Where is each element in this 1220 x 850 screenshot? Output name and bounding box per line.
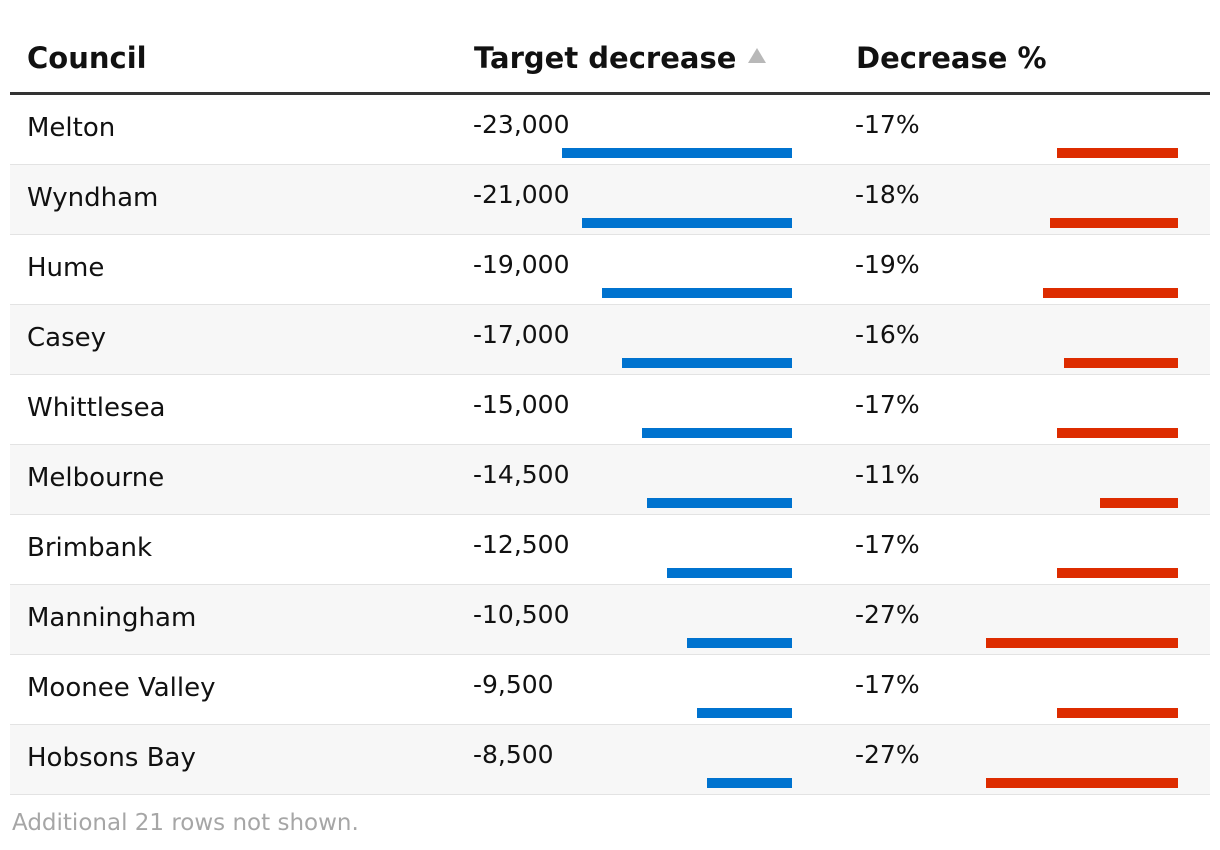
table-row: Melton -23,000 -17% (10, 95, 1210, 165)
council-name: Hume (27, 253, 105, 283)
target-decrease-bar (562, 148, 792, 158)
council-table: Council Target decrease Decrease % Melto… (10, 0, 1210, 795)
target-decrease-bar (642, 428, 792, 438)
table-row: Casey -17,000 -16% (10, 305, 1210, 375)
sort-ascending-icon[interactable] (748, 48, 767, 63)
target-decrease-value: -10,500 (473, 600, 570, 629)
council-name: Moonee Valley (27, 673, 216, 703)
table-body: Melton -23,000 -17% Wyndham -21,000 -18% Hume -… (10, 95, 1210, 795)
target-decrease-bar (647, 498, 792, 508)
council-name: Wyndham (27, 183, 159, 213)
council-name: Melbourne (27, 463, 165, 493)
decrease-percent-bar (1057, 568, 1178, 578)
target-decrease-value: -23,000 (473, 110, 570, 139)
table-row: Brimbank -12,500 -17% (10, 515, 1210, 585)
decrease-percent-value: -17% (855, 110, 920, 139)
decrease-percent-value: -16% (855, 320, 920, 349)
target-decrease-bar (602, 288, 792, 298)
table-header: Council Target decrease Decrease % (10, 0, 1210, 95)
target-decrease-value: -9,500 (473, 670, 554, 699)
target-decrease-bar (697, 708, 792, 718)
council-name: Manningham (27, 603, 197, 633)
target-decrease-value: -17,000 (473, 320, 570, 349)
table-row: Whittlesea -15,000 -17% (10, 375, 1210, 445)
target-decrease-bar (707, 778, 792, 788)
table-row: Moonee Valley -9,500 -17% (10, 655, 1210, 725)
table-row: Wyndham -21,000 -18% (10, 165, 1210, 235)
decrease-percent-value: -11% (855, 460, 920, 489)
column-header-target-decrease-label: Target decrease (474, 41, 737, 75)
column-header-decrease-percent[interactable]: Decrease % (856, 41, 1047, 75)
column-header-council-label: Council (27, 41, 147, 75)
target-decrease-value: -12,500 (473, 530, 570, 559)
decrease-percent-bar (986, 638, 1178, 648)
decrease-percent-bar (1057, 428, 1178, 438)
target-decrease-bar (667, 568, 792, 578)
council-name: Brimbank (27, 533, 153, 563)
decrease-percent-value: -17% (855, 670, 920, 699)
target-decrease-value: -21,000 (473, 180, 570, 209)
column-header-decrease-percent-label: Decrease % (856, 41, 1047, 75)
decrease-percent-bar (1100, 498, 1178, 508)
decrease-percent-value: -19% (855, 250, 920, 279)
target-decrease-value: -8,500 (473, 740, 554, 769)
council-name: Whittlesea (27, 393, 166, 423)
target-decrease-bar (622, 358, 792, 368)
council-name: Melton (27, 113, 116, 143)
council-name: Casey (27, 323, 107, 353)
decrease-percent-value: -27% (855, 740, 920, 769)
target-decrease-value: -15,000 (473, 390, 570, 419)
target-decrease-bar (582, 218, 792, 228)
table-row: Hobsons Bay -8,500 -27% (10, 725, 1210, 795)
decrease-percent-bar (1064, 358, 1178, 368)
table-row: Hume -19,000 -19% (10, 235, 1210, 305)
rows-not-shown-note: Additional 21 rows not shown. (12, 810, 359, 836)
decrease-percent-bar (1043, 288, 1178, 298)
decrease-percent-value: -27% (855, 600, 920, 629)
target-decrease-bar (687, 638, 792, 648)
table-row: Manningham -10,500 -27% (10, 585, 1210, 655)
decrease-percent-bar (1050, 218, 1178, 228)
decrease-percent-bar (1057, 148, 1178, 158)
target-decrease-value: -14,500 (473, 460, 570, 489)
decrease-percent-value: -18% (855, 180, 920, 209)
target-decrease-value: -19,000 (473, 250, 570, 279)
table-row: Melbourne -14,500 -11% (10, 445, 1210, 515)
council-name: Hobsons Bay (27, 743, 196, 773)
decrease-percent-bar (986, 778, 1178, 788)
decrease-percent-value: -17% (855, 530, 920, 559)
decrease-percent-value: -17% (855, 390, 920, 419)
column-header-target-decrease[interactable]: Target decrease (474, 41, 767, 75)
decrease-percent-bar (1057, 708, 1178, 718)
column-header-council[interactable]: Council (27, 41, 147, 75)
